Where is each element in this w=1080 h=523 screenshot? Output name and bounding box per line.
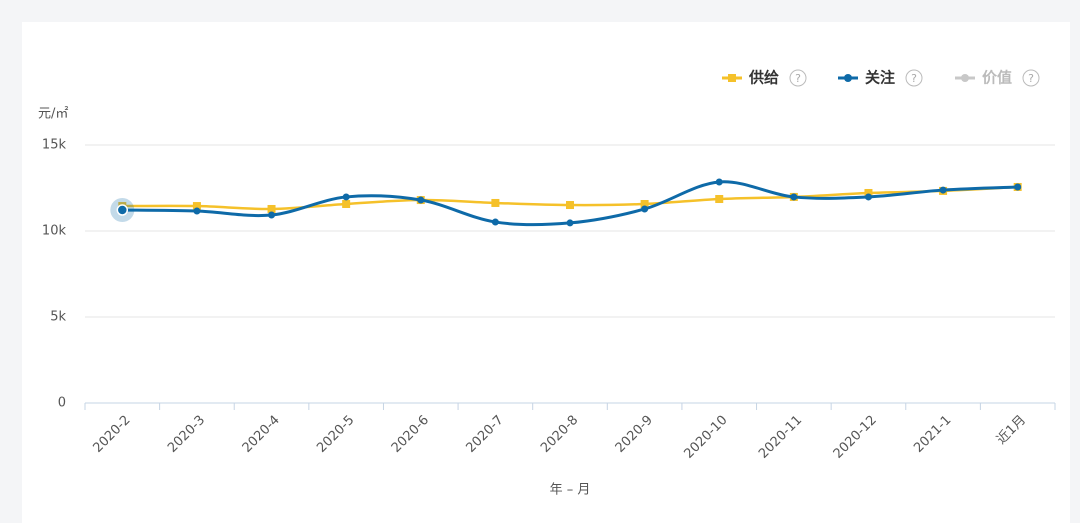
help-icon xyxy=(1022,69,1040,87)
legend-marker xyxy=(844,74,852,82)
y-tick-label: 10k xyxy=(42,224,67,239)
legend-item[interactable]: 关注? xyxy=(838,69,923,87)
point xyxy=(640,199,649,208)
point xyxy=(939,186,947,194)
point xyxy=(268,211,276,219)
help-icon xyxy=(789,69,807,87)
legend-marker xyxy=(961,74,969,82)
point xyxy=(342,193,350,201)
legend-label: 关注 xyxy=(865,69,895,87)
point xyxy=(417,196,425,204)
point xyxy=(864,188,873,197)
legend-label: 供给 xyxy=(748,69,779,87)
point xyxy=(790,193,798,201)
point xyxy=(715,195,724,204)
point xyxy=(192,202,201,211)
legend-label: 价值 xyxy=(982,69,1012,87)
point xyxy=(1014,183,1022,191)
point xyxy=(715,178,723,186)
point xyxy=(491,198,500,207)
legend-item[interactable]: 价值? xyxy=(955,69,1040,87)
point xyxy=(864,193,872,201)
y-tick-label: 5k xyxy=(50,310,66,325)
x-axis-label: 年 – 月 xyxy=(550,483,591,498)
point xyxy=(193,207,201,215)
y-unit: 元/㎡ xyxy=(38,107,68,122)
help-icon-text: ? xyxy=(911,72,917,85)
legend-marker xyxy=(728,74,736,82)
help-icon-text: ? xyxy=(795,72,801,85)
point xyxy=(116,204,129,216)
legend-item[interactable]: 供给? xyxy=(722,69,807,87)
point xyxy=(342,199,351,208)
y-tick-label: 0 xyxy=(58,396,66,411)
card xyxy=(22,22,1070,523)
point xyxy=(491,218,499,226)
help-icon-text: ? xyxy=(1028,72,1034,85)
help-icon xyxy=(905,69,923,87)
y-tick-label: 15k xyxy=(42,138,67,153)
point xyxy=(566,219,574,227)
point xyxy=(267,204,276,213)
point xyxy=(566,201,574,210)
point xyxy=(641,205,649,213)
